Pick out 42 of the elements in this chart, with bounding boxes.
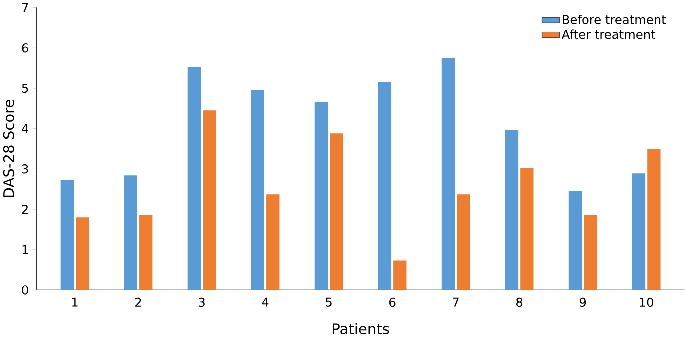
x-tick-label: 8 [516, 298, 523, 308]
bar [584, 216, 598, 290]
x-tick-label: 4 [262, 298, 269, 307]
bar [124, 176, 138, 290]
bar [188, 68, 202, 290]
legend-label: Before treatment [563, 15, 666, 24]
bar [266, 194, 280, 290]
bar [520, 168, 534, 290]
x-tick-label: 10 [640, 298, 654, 308]
y-tick-label: 2 [22, 205, 28, 214]
legend-label: After treatment [562, 30, 656, 40]
bar [505, 130, 519, 290]
y-tick-label: 5 [22, 84, 28, 94]
bar [203, 110, 216, 290]
bar [648, 149, 661, 290]
y-tick-label: 1 [22, 245, 28, 254]
y-tick-label: 4 [22, 124, 28, 134]
y-tick-label: 7 [22, 3, 28, 12]
y-axis-title: DAS-28 Score [3, 100, 14, 198]
bar [330, 134, 344, 290]
bar [568, 191, 582, 290]
bar [394, 260, 407, 290]
bar [442, 58, 456, 290]
bar [378, 82, 392, 290]
x-tick-label: 7 [453, 298, 459, 307]
bar [76, 218, 90, 290]
x-axis-title: Patients [333, 323, 390, 335]
y-tick-label: 3 [22, 164, 28, 174]
bar [632, 174, 646, 290]
bar [314, 102, 328, 290]
y-tick-label: 0 [22, 286, 28, 295]
y-tick-label: 6 [22, 44, 28, 53]
bar [140, 216, 153, 290]
x-tick-label: 2 [136, 298, 142, 307]
x-tick-label: 9 [580, 298, 586, 308]
bar [457, 194, 470, 290]
x-tick-label: 5 [326, 298, 332, 307]
x-tick-label: 6 [390, 298, 396, 308]
bar [251, 90, 265, 290]
x-tick-label: 1 [72, 298, 78, 307]
bar [60, 180, 74, 290]
x-tick-label: 3 [199, 298, 205, 308]
